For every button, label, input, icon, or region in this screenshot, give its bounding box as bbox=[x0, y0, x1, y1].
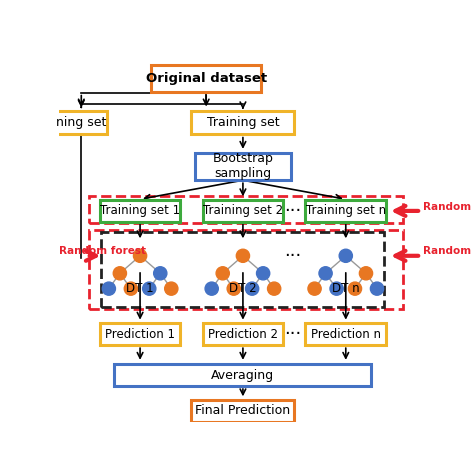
Text: Training set 2: Training set 2 bbox=[203, 204, 283, 218]
Text: Prediction 1: Prediction 1 bbox=[105, 328, 175, 341]
Bar bbox=[191, 400, 294, 422]
Text: Random c: Random c bbox=[423, 201, 474, 211]
Text: Training set: Training set bbox=[207, 116, 279, 129]
Text: DT 1: DT 1 bbox=[126, 282, 154, 295]
Circle shape bbox=[227, 282, 240, 295]
Text: Random forest: Random forest bbox=[59, 246, 146, 256]
Text: DT 2: DT 2 bbox=[229, 282, 257, 295]
Text: Bootstrap
sampling: Bootstrap sampling bbox=[212, 152, 273, 181]
Circle shape bbox=[370, 282, 383, 295]
Bar bbox=[305, 323, 386, 345]
Circle shape bbox=[267, 282, 281, 295]
Circle shape bbox=[348, 282, 362, 295]
Circle shape bbox=[164, 282, 178, 295]
Circle shape bbox=[319, 267, 332, 280]
Text: Averaging: Averaging bbox=[211, 369, 274, 382]
Text: ning set: ning set bbox=[56, 116, 107, 129]
Text: Training set 1: Training set 1 bbox=[100, 204, 180, 218]
Circle shape bbox=[359, 267, 373, 280]
Circle shape bbox=[102, 282, 116, 295]
Bar bbox=[100, 323, 181, 345]
Circle shape bbox=[330, 282, 343, 295]
Bar bbox=[101, 232, 384, 307]
Circle shape bbox=[246, 282, 259, 295]
Circle shape bbox=[134, 249, 146, 263]
Circle shape bbox=[237, 249, 249, 263]
Text: DT n: DT n bbox=[332, 282, 360, 295]
Text: Random s: Random s bbox=[423, 246, 474, 256]
Bar bbox=[191, 111, 294, 135]
Text: ···: ··· bbox=[284, 325, 301, 343]
Text: ···: ··· bbox=[284, 247, 301, 265]
Bar bbox=[55, 111, 107, 135]
Text: Prediction 2: Prediction 2 bbox=[208, 328, 278, 341]
Text: ···: ··· bbox=[284, 202, 301, 220]
Circle shape bbox=[124, 282, 137, 295]
Bar bbox=[114, 364, 372, 386]
Bar bbox=[202, 200, 283, 222]
Bar bbox=[89, 196, 403, 223]
Circle shape bbox=[113, 267, 127, 280]
Bar bbox=[151, 65, 261, 92]
Bar bbox=[305, 200, 386, 222]
Bar bbox=[89, 230, 403, 309]
Bar bbox=[100, 200, 181, 222]
Text: Final Prediction: Final Prediction bbox=[195, 404, 291, 418]
Circle shape bbox=[143, 282, 156, 295]
Text: Prediction n: Prediction n bbox=[311, 328, 381, 341]
Circle shape bbox=[256, 267, 270, 280]
Circle shape bbox=[216, 267, 229, 280]
Bar bbox=[195, 153, 291, 180]
Circle shape bbox=[205, 282, 219, 295]
Circle shape bbox=[339, 249, 352, 263]
Text: Original dataset: Original dataset bbox=[146, 72, 267, 85]
Text: Training set n: Training set n bbox=[306, 204, 386, 218]
Circle shape bbox=[154, 267, 167, 280]
Bar bbox=[202, 323, 283, 345]
Circle shape bbox=[308, 282, 321, 295]
